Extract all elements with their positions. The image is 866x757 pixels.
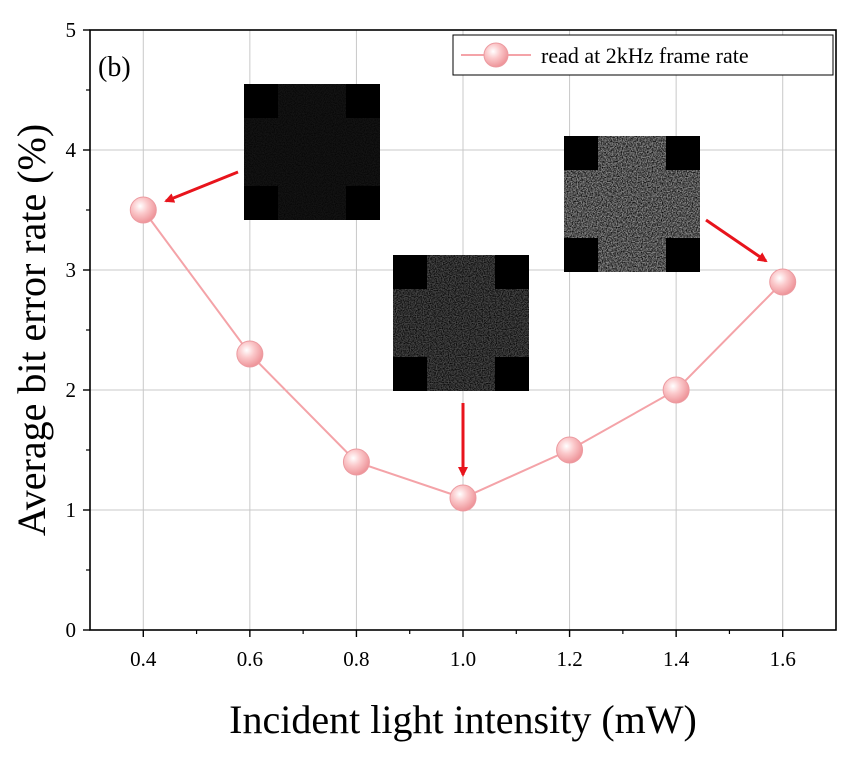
speckle-image-medium	[393, 255, 529, 391]
data-point-0-4	[557, 437, 583, 463]
speckle-image-dark-corner-1	[346, 84, 380, 118]
y-tick-label-2: 2	[66, 378, 77, 402]
speckle-image-bright	[564, 136, 700, 272]
speckle-image-bright-corner-1	[666, 136, 700, 170]
y-tick-label-3: 3	[66, 258, 77, 282]
x-tick-label-0: 0.4	[130, 647, 157, 671]
speckle-image-medium-corner-3	[495, 357, 529, 391]
data-point-0-6	[770, 269, 796, 295]
x-tick-label-3: 1.0	[450, 647, 476, 671]
annotation-arrow-2	[706, 220, 766, 261]
speckle-image-dark	[244, 84, 380, 220]
legend-marker	[484, 43, 508, 67]
speckle-image-bright-corner-0	[564, 136, 598, 170]
annotation-arrow-0	[166, 172, 238, 201]
y-tick-label-5: 5	[66, 18, 77, 42]
speckle-image-medium-corner-0	[393, 255, 427, 289]
speckle-image-bright-corner-3	[666, 238, 700, 272]
x-tick-label-6: 1.6	[770, 647, 796, 671]
panel-label: (b)	[98, 52, 131, 83]
y-tick-label-1: 1	[66, 498, 77, 522]
data-point-0-1	[237, 341, 263, 367]
x-axis-title: Incident light intensity (mW)	[229, 697, 697, 742]
x-tick-label-1: 0.6	[237, 647, 263, 671]
speckle-image-dark-corner-3	[346, 186, 380, 220]
speckle-image-dark-corner-2	[244, 186, 278, 220]
y-tick-label-4: 4	[66, 138, 77, 162]
x-tick-label-2: 0.8	[343, 647, 369, 671]
speckle-image-dark-corner-0	[244, 84, 278, 118]
legend-label: read at 2kHz frame rate	[541, 43, 749, 68]
x-tick-label-4: 1.2	[556, 647, 582, 671]
x-tick-label-5: 1.4	[663, 647, 690, 671]
data-point-0-3	[450, 485, 476, 511]
data-point-0-0	[130, 197, 156, 223]
speckle-image-medium-corner-2	[393, 357, 427, 391]
data-point-0-2	[343, 449, 369, 475]
y-axis-title: Average bit error rate (%)	[9, 124, 54, 536]
y-tick-label-0: 0	[66, 618, 77, 642]
legend: read at 2kHz frame rate	[453, 35, 833, 75]
speckle-image-medium-corner-1	[495, 255, 529, 289]
speckle-image-bright-corner-2	[564, 238, 598, 272]
data-point-0-5	[663, 377, 689, 403]
